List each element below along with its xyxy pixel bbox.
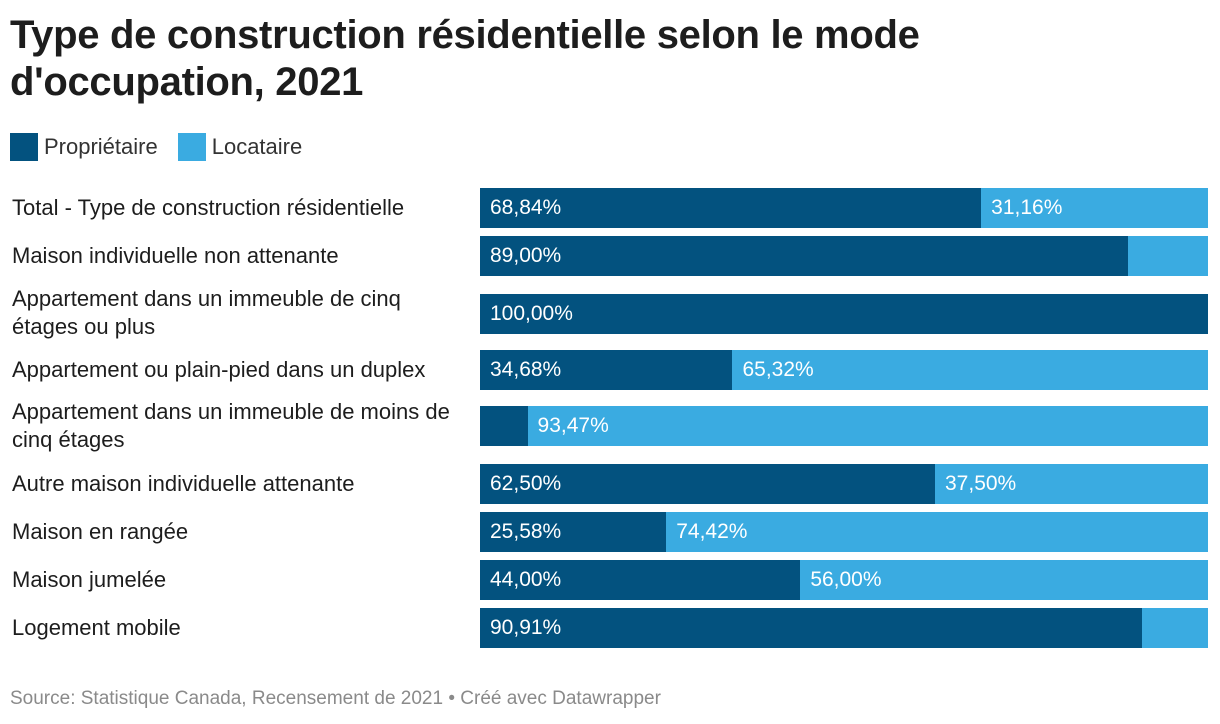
bar-row: 89,00% bbox=[480, 236, 1208, 276]
data-label-renter: 31,16% bbox=[991, 196, 1063, 219]
legend-swatch-owner bbox=[10, 133, 38, 161]
legend-item-renter: Locataire bbox=[177, 133, 303, 161]
bar-row: 62,50% 37,50% bbox=[480, 464, 1208, 504]
category-label: Appartement dans un immeuble de moins de… bbox=[12, 399, 450, 452]
data-label-renter: 74,42% bbox=[676, 520, 748, 543]
data-label-owner: 44,00% bbox=[490, 568, 562, 591]
bar-segment-renter: 65,32% bbox=[732, 350, 1208, 390]
bar-segment-owner: 62,50% bbox=[480, 464, 935, 504]
chart-title: Type de construction résidentielle selon… bbox=[10, 13, 920, 104]
category-label: Maison individuelle non attenante bbox=[12, 243, 339, 268]
bar-segment-renter: 37,50% bbox=[935, 464, 1208, 504]
data-label-owner: 25,58% bbox=[490, 520, 562, 543]
bar-row: 44,00% 56,00% bbox=[480, 560, 1208, 600]
bar-segment-renter bbox=[1141, 608, 1208, 648]
data-label-owner: 68,84% bbox=[490, 196, 562, 219]
bar-segment-renter: 31,16% bbox=[981, 188, 1208, 228]
category-label: Total - Type de construction résidentiel… bbox=[12, 195, 405, 220]
data-label-renter: 65,32% bbox=[742, 358, 814, 381]
bar-row: 100,00% bbox=[480, 294, 1208, 334]
bar-segment-owner: 44,00% bbox=[480, 560, 801, 600]
data-label-owner: 62,50% bbox=[490, 472, 562, 495]
bar-segment-owner: 25,58% bbox=[480, 512, 667, 552]
legend-item-owner: Propriétaire bbox=[10, 133, 158, 161]
bar-row: 34,68% 65,32% bbox=[480, 350, 1208, 390]
bar-segment-owner: 90,91% bbox=[480, 608, 1142, 648]
bar-row: 25,58% 74,42% bbox=[480, 512, 1208, 552]
bar-segment-renter: 93,47% bbox=[527, 406, 1208, 446]
data-label-owner: 34,68% bbox=[490, 358, 562, 381]
category-label: Appartement dans un immeuble de cinq éta… bbox=[12, 286, 401, 339]
category-label: Maison jumelée bbox=[12, 567, 167, 592]
bar-row: 93,47% bbox=[480, 406, 1208, 446]
category-label: Autre maison individuelle attenante bbox=[12, 471, 355, 496]
legend-label-owner: Propriétaire bbox=[44, 134, 158, 159]
category-label: Logement mobile bbox=[12, 615, 181, 640]
bar-segment-owner: 68,84% bbox=[480, 188, 982, 228]
bar-segment-renter bbox=[1127, 236, 1208, 276]
data-label-owner: 89,00% bbox=[490, 244, 562, 267]
category-label: Appartement ou plain-pied dans un duplex bbox=[12, 357, 426, 382]
legend-label-renter: Locataire bbox=[211, 134, 303, 159]
bar-segment-owner bbox=[480, 406, 528, 446]
bar-segment-renter: 74,42% bbox=[666, 512, 1208, 552]
bar-segment-owner: 89,00% bbox=[480, 236, 1128, 276]
data-label-renter: 93,47% bbox=[537, 414, 609, 437]
bar-segment-owner: 100,00% bbox=[480, 294, 1208, 334]
legend: Propriétaire Locataire bbox=[10, 132, 322, 162]
data-label-renter: 56,00% bbox=[810, 568, 882, 591]
category-label: Maison en rangée bbox=[12, 519, 189, 544]
data-label-owner: 100,00% bbox=[490, 302, 573, 325]
data-label-renter: 37,50% bbox=[945, 472, 1017, 495]
bar-row: 68,84% 31,16% bbox=[480, 188, 1208, 228]
bar-segment-renter: 56,00% bbox=[800, 560, 1208, 600]
bar-row: 90,91% bbox=[480, 608, 1208, 648]
bar-segment-owner: 34,68% bbox=[480, 350, 733, 390]
source-note: Source: Statistique Canada, Recensement … bbox=[10, 688, 661, 709]
data-label-owner: 90,91% bbox=[490, 616, 562, 639]
legend-swatch-renter bbox=[177, 133, 206, 161]
